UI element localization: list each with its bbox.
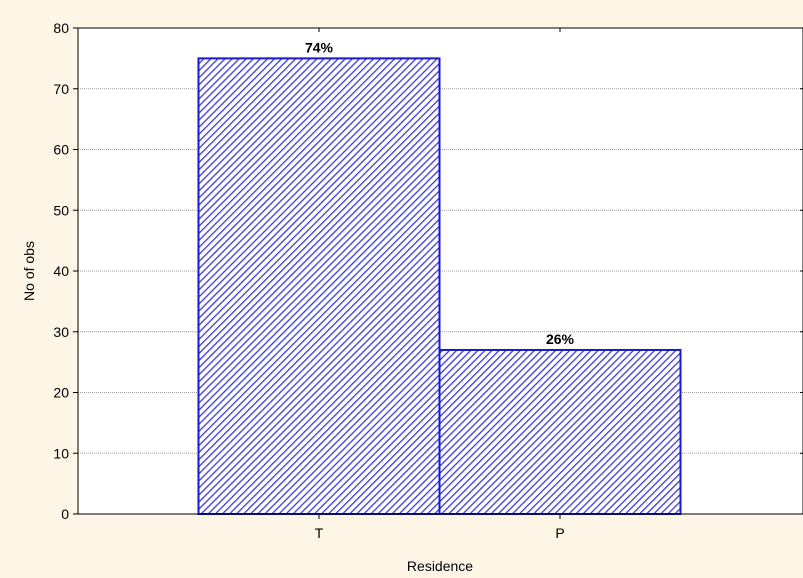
data-label: 74%	[305, 39, 334, 55]
x-axis-label: Residence	[407, 558, 473, 574]
y-tick-label: 50	[53, 202, 69, 218]
y-tick-label: 60	[53, 142, 69, 158]
y-axis-label: No of obs	[21, 241, 37, 301]
x-tick-label: T	[315, 525, 324, 541]
y-tick-label: 70	[53, 81, 69, 97]
bar	[197, 57, 441, 515]
y-tick-label: 80	[53, 20, 69, 36]
plot-frame	[77, 27, 803, 515]
y-tick-label: 40	[53, 263, 69, 279]
x-tick-label: P	[555, 525, 564, 541]
bars	[197, 57, 682, 515]
y-tick-label: 30	[53, 324, 69, 340]
y-tick-label: 0	[61, 506, 69, 522]
bar	[438, 348, 682, 515]
y-tick-label: 10	[53, 445, 69, 461]
labels: 0 10 20 30 40 50 60 70 80 T 74% P 26%	[53, 20, 574, 541]
y-tick-label: 20	[53, 385, 69, 401]
data-label: 26%	[546, 331, 575, 347]
